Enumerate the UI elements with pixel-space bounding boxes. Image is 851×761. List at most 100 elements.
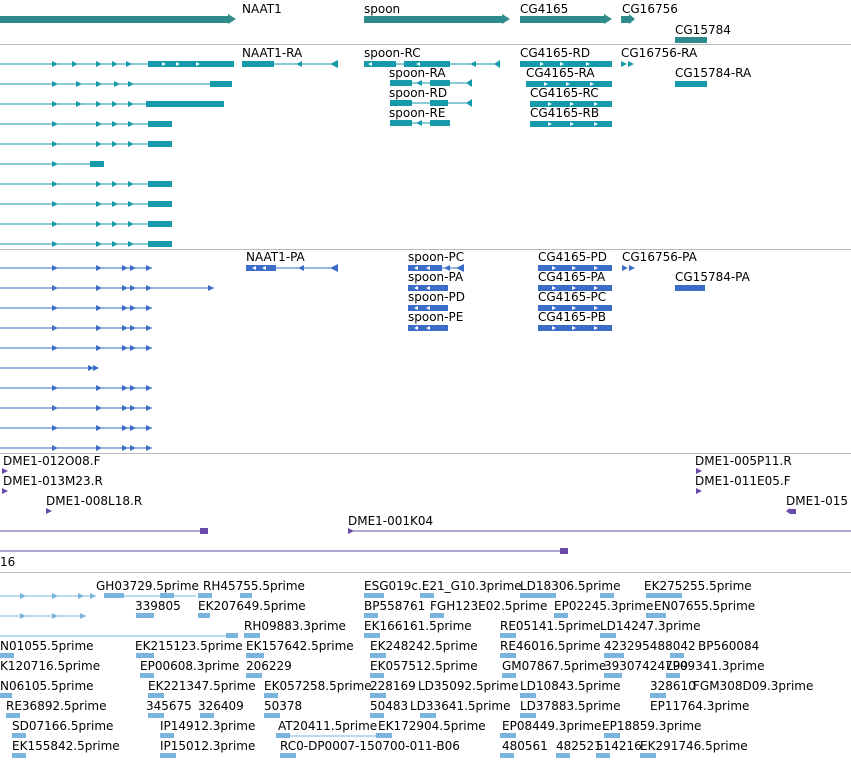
- clone-label[interactable]: DME1-005P11.R: [695, 454, 792, 468]
- est-label[interactable]: LD37883.5prime: [520, 699, 621, 713]
- est-label[interactable]: LP09341.3prime: [666, 659, 765, 673]
- transcript-label[interactable]: CG16756-RA: [621, 46, 698, 60]
- protein-label[interactable]: spoon-PE: [408, 310, 464, 324]
- est-label[interactable]: EK207649.5prime: [198, 599, 306, 613]
- est-label[interactable]: 480561: [502, 739, 548, 753]
- est-label[interactable]: BP560084: [698, 639, 760, 653]
- protein-track: NAAT1-PA spoon-PC CG4165-PD CG16756-PA s…: [0, 250, 851, 454]
- est-label[interactable]: IP15012.3prime: [160, 739, 256, 753]
- est-label[interactable]: RH45755.5prime: [203, 579, 305, 593]
- est-label[interactable]: FGM308D09.3prime: [693, 679, 814, 693]
- est-label[interactable]: EK215123.5prime: [135, 639, 243, 653]
- gene-CG4165-feature[interactable]: [520, 16, 604, 23]
- protein-label[interactable]: CG4165-PA: [538, 270, 606, 284]
- est-label[interactable]: K120716.5prime: [0, 659, 101, 673]
- est-label[interactable]: 345675: [146, 699, 192, 713]
- est-label[interactable]: GM07867.5prime: [502, 659, 607, 673]
- gene-CG16756-feature[interactable]: [621, 16, 629, 23]
- est-label[interactable]: EP08449.3prime: [502, 719, 602, 733]
- est-label[interactable]: 328610: [650, 679, 696, 693]
- clone-label[interactable]: DME1-008L18.R: [46, 494, 143, 508]
- est-label[interactable]: EP11764.3prime: [650, 699, 750, 713]
- est-label[interactable]: RH09883.3prime: [244, 619, 346, 633]
- est-label[interactable]: 423295488042: [604, 639, 696, 653]
- gene-label-CG4165[interactable]: CG4165: [520, 2, 569, 16]
- transcript-label[interactable]: spoon-RA: [389, 66, 446, 80]
- transcript-label[interactable]: CG4165-RC: [530, 86, 599, 100]
- est-label[interactable]: RC0-DP0007-150700-011-B06: [280, 739, 460, 753]
- est-label[interactable]: EK275255.5prime: [644, 579, 752, 593]
- est-label[interactable]: 50483: [370, 699, 409, 713]
- est-label[interactable]: RE05141.5prime: [500, 619, 601, 633]
- protein-label[interactable]: NAAT1-PA: [246, 250, 305, 264]
- est-label[interactable]: RE36892.5prime: [6, 699, 107, 713]
- est-label[interactable]: EK155842.5prime: [12, 739, 120, 753]
- est-label[interactable]: EK291746.5prime: [640, 739, 748, 753]
- protein-label[interactable]: spoon-PD: [408, 290, 465, 304]
- est-label[interactable]: ESG019c.E21_G10.3prime: [364, 579, 522, 593]
- est-label[interactable]: EN07655.5prime: [654, 599, 756, 613]
- protein-label[interactable]: CG15784-PA: [675, 270, 750, 284]
- protein-label[interactable]: CG4165-PC: [538, 290, 607, 304]
- gene-NAAT1-feature[interactable]: [0, 16, 228, 23]
- est-label[interactable]: LD33641.5prime: [410, 699, 511, 713]
- est-label[interactable]: GH03729.5prime: [96, 579, 199, 593]
- est-label[interactable]: EK248242.5prime: [370, 639, 478, 653]
- gene-spoon-arrow-icon: [502, 14, 510, 24]
- est-label[interactable]: 326409: [198, 699, 244, 713]
- est-label[interactable]: LD14247.3prime: [600, 619, 701, 633]
- est-label[interactable]: 514216: [596, 739, 642, 753]
- gene-label-CG16756[interactable]: CG16756: [622, 2, 678, 16]
- est-label[interactable]: EK221347.5prime: [148, 679, 256, 693]
- transcript-label[interactable]: CG4165-RB: [530, 106, 600, 120]
- transcript-label[interactable]: CG15784-RA: [675, 66, 752, 80]
- protein-label[interactable]: spoon-PA: [408, 270, 464, 284]
- est-label[interactable]: LD10843.5prime: [520, 679, 621, 693]
- clone-label[interactable]: DME1-012O08.F: [3, 454, 101, 468]
- protein-label[interactable]: CG16756-PA: [622, 250, 697, 264]
- est-label[interactable]: 39307424799: [604, 659, 688, 673]
- est-label[interactable]: 206229: [246, 659, 292, 673]
- gene-spoon-feature[interactable]: [364, 16, 502, 23]
- est-label[interactable]: 482521: [556, 739, 602, 753]
- est-label[interactable]: LD35092.5prime: [418, 679, 519, 693]
- est-label[interactable]: EP02245.3prime: [554, 599, 654, 613]
- est-label[interactable]: BP558761: [364, 599, 426, 613]
- transcript-label[interactable]: NAAT1-RA: [242, 46, 303, 60]
- protein-label[interactable]: spoon-PC: [408, 250, 465, 264]
- est-label[interactable]: AT20411.5prime: [278, 719, 378, 733]
- est-label[interactable]: 50378: [264, 699, 303, 713]
- gene-label-spoon[interactable]: spoon: [364, 2, 401, 16]
- transcript-label[interactable]: spoon-RE: [389, 106, 446, 120]
- gene-CG15784-feature[interactable]: [675, 37, 707, 43]
- est-label[interactable]: EK172904.5prime: [378, 719, 486, 733]
- est-label[interactable]: EK057258.5prime: [264, 679, 372, 693]
- est-label[interactable]: N01055.5prime: [0, 639, 94, 653]
- est-label[interactable]: EK057512.5prime: [370, 659, 478, 673]
- est-label[interactable]: EP18859.3prime: [602, 719, 702, 733]
- clone-label[interactable]: DME1-015: [786, 494, 849, 508]
- gene-label-CG15784[interactable]: CG15784: [675, 23, 731, 37]
- transcript-label[interactable]: CG4165-RD: [520, 46, 591, 60]
- est-label[interactable]: IP14912.3prime: [160, 719, 256, 733]
- est-label[interactable]: 228169: [370, 679, 416, 693]
- clone-label[interactable]: DME1-001K04: [348, 514, 434, 528]
- est-label[interactable]: EK166161.5prime: [364, 619, 472, 633]
- gene-label-NAAT1[interactable]: NAAT1: [242, 2, 282, 16]
- clone-label[interactable]: DME1-011E05.F: [695, 474, 791, 488]
- clone-label[interactable]: DME1-013M23.R: [3, 474, 103, 488]
- protein-label[interactable]: CG4165-PD: [538, 250, 608, 264]
- transcript-label[interactable]: spoon-RC: [364, 46, 421, 60]
- est-label[interactable]: 339805: [135, 599, 181, 613]
- est-label[interactable]: EP00608.3prime: [140, 659, 240, 673]
- est-label[interactable]: LD18306.5prime: [520, 579, 621, 593]
- clone-label[interactable]: 16: [0, 555, 16, 569]
- est-label[interactable]: SD07166.5prime: [12, 719, 114, 733]
- est-label[interactable]: N06105.5prime: [0, 679, 94, 693]
- est-label[interactable]: FGH123E02.5prime: [430, 599, 548, 613]
- est-label[interactable]: EK157642.5prime: [246, 639, 354, 653]
- transcript-label[interactable]: spoon-RD: [389, 86, 448, 100]
- protein-label[interactable]: CG4165-PB: [538, 310, 607, 324]
- transcript-label[interactable]: CG4165-RA: [526, 66, 595, 80]
- est-label[interactable]: RE46016.5prime: [500, 639, 601, 653]
